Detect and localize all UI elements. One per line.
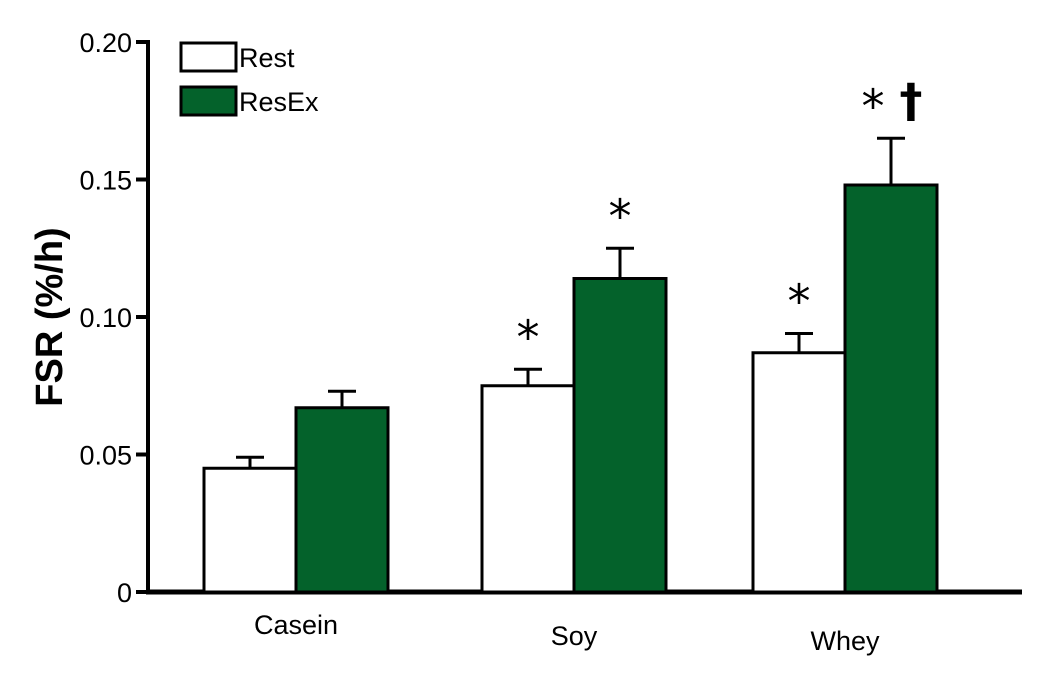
x-category-label: Soy xyxy=(551,621,598,651)
legend-swatch-rest xyxy=(179,41,238,73)
x-category-label: Casein xyxy=(254,610,338,640)
y-tick-label: 0 xyxy=(117,578,132,608)
significance-dagger: † xyxy=(900,73,923,127)
significance-annotations: * * * * † xyxy=(517,73,923,364)
bar-rest-soy xyxy=(480,384,576,594)
y-tick-label: 0.05 xyxy=(79,441,132,471)
legend: Rest ResEx xyxy=(179,41,319,117)
x-category-label: Whey xyxy=(810,626,880,656)
significance-asterisk: * xyxy=(788,275,811,329)
y-tick-label: 0.15 xyxy=(79,166,132,196)
significance-asterisk: * xyxy=(609,189,632,243)
bar-resex-soy xyxy=(572,277,668,594)
bar-rest-casein xyxy=(202,466,298,594)
y-tick-label: 0.20 xyxy=(79,28,132,58)
bar-rest-whey xyxy=(751,351,847,594)
y-tick-label: 0.10 xyxy=(79,303,132,333)
legend-label-rest: Rest xyxy=(239,43,295,73)
bar-resex-casein xyxy=(294,406,390,594)
legend-label-resex: ResEx xyxy=(239,87,319,117)
y-axis-title: FSR (%/h) xyxy=(29,227,71,406)
bar-resex-whey xyxy=(843,183,939,594)
significance-asterisk: * xyxy=(517,310,540,364)
bars xyxy=(202,136,939,594)
significance-asterisk: * xyxy=(862,79,885,133)
legend-swatch-resex xyxy=(179,85,238,117)
